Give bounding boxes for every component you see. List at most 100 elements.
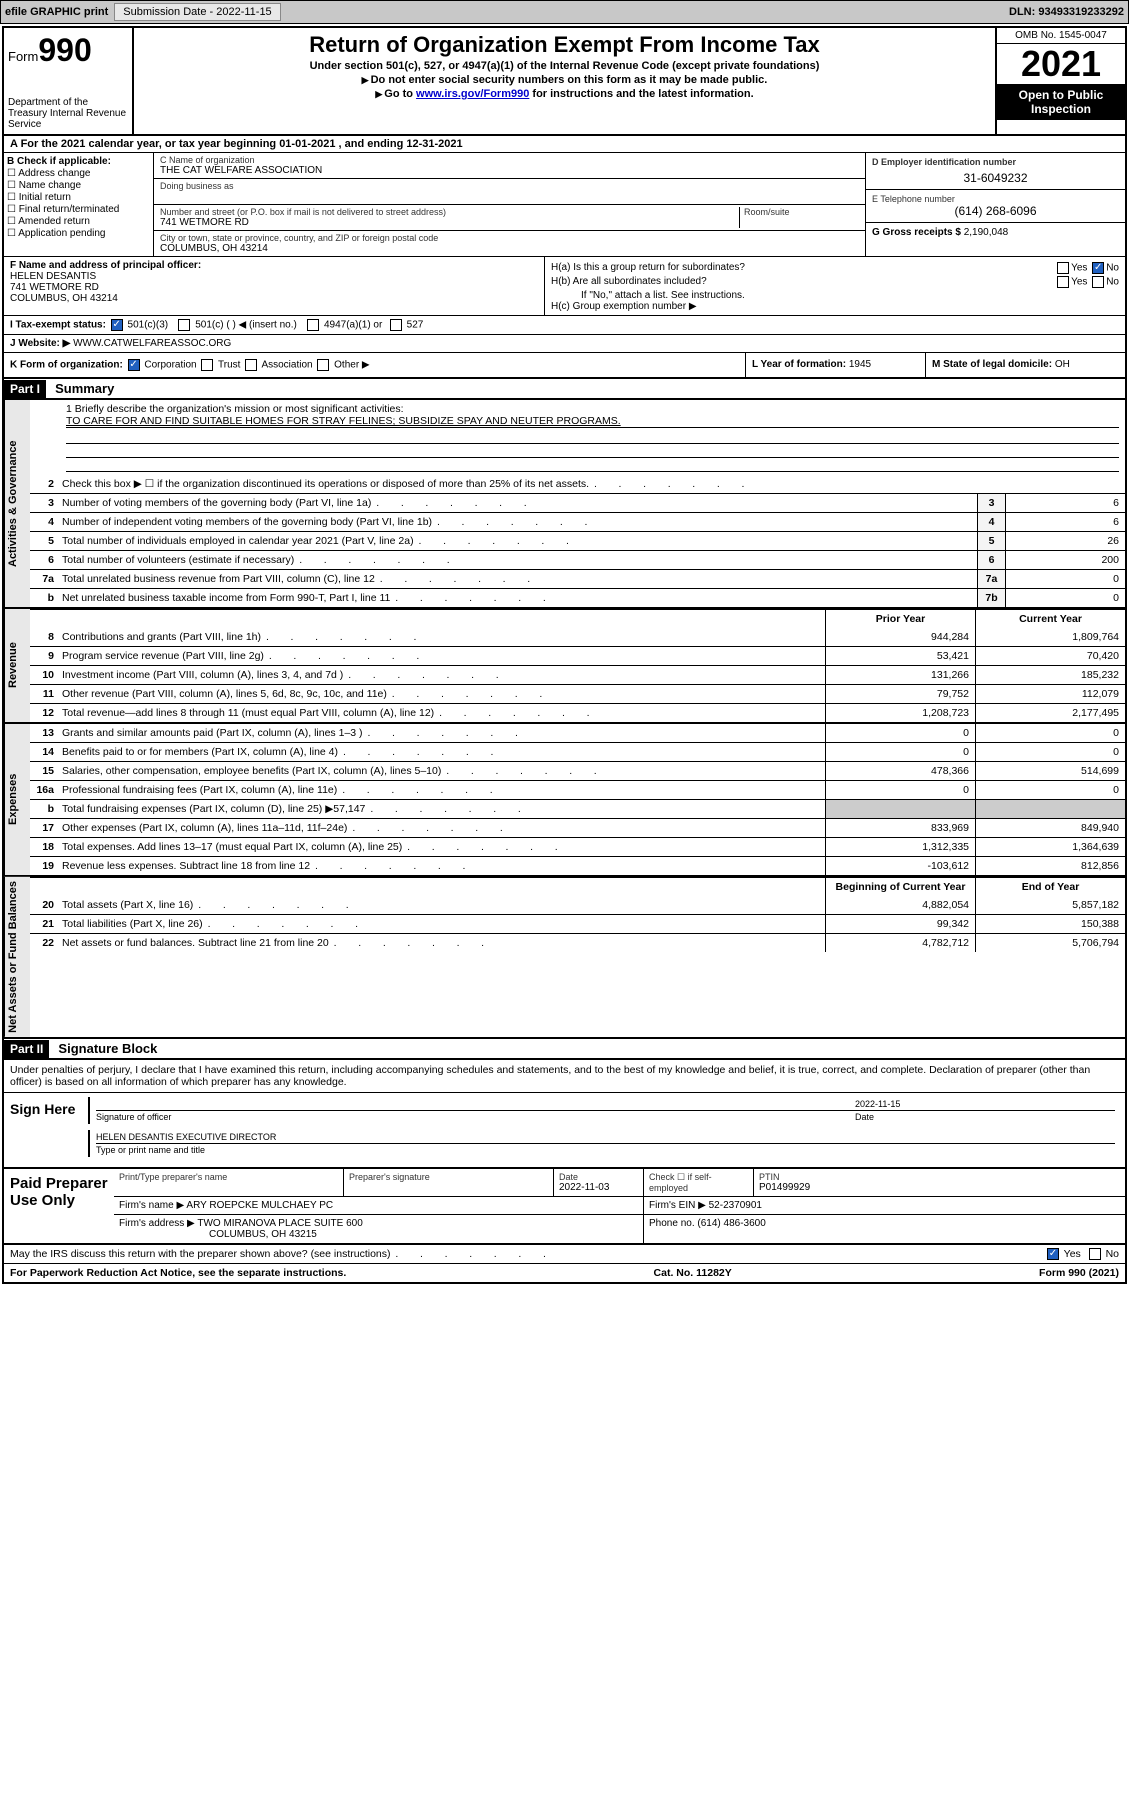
line-num: 19 bbox=[30, 857, 58, 875]
chk-corporation[interactable] bbox=[128, 359, 140, 371]
summary-line: bTotal fundraising expenses (Part IX, co… bbox=[30, 799, 1125, 818]
line-num: 9 bbox=[30, 647, 58, 665]
header-center: Return of Organization Exempt From Incom… bbox=[134, 28, 995, 134]
chk-501c3[interactable] bbox=[111, 319, 123, 331]
goto-post: for instructions and the latest informat… bbox=[529, 88, 753, 100]
prior-value: 833,969 bbox=[825, 819, 975, 837]
discuss-no[interactable] bbox=[1089, 1248, 1101, 1260]
chk-other[interactable] bbox=[317, 359, 329, 371]
chk-application-pending[interactable]: ☐ Application pending bbox=[7, 228, 150, 239]
line-num: 21 bbox=[30, 915, 58, 933]
line-num: 5 bbox=[30, 532, 58, 550]
chk-final-return[interactable]: ☐ Final return/terminated bbox=[7, 204, 150, 215]
prior-value: 4,782,712 bbox=[825, 934, 975, 952]
line-desc: Total number of individuals employed in … bbox=[58, 532, 977, 550]
arrow-icon bbox=[375, 88, 384, 100]
line-num: 15 bbox=[30, 762, 58, 780]
prior-year-header: Prior Year bbox=[825, 610, 975, 628]
line-box: 3 bbox=[977, 494, 1005, 512]
ha-no[interactable] bbox=[1092, 262, 1104, 274]
public-inspection: Open to Public Inspection bbox=[997, 84, 1125, 120]
hb-yes[interactable] bbox=[1057, 276, 1069, 288]
summary-line: 17Other expenses (Part IX, column (A), l… bbox=[30, 818, 1125, 837]
line-desc: Investment income (Part VIII, column (A)… bbox=[58, 666, 825, 684]
summary-line: 9Program service revenue (Part VIII, lin… bbox=[30, 646, 1125, 665]
hb-no[interactable] bbox=[1092, 276, 1104, 288]
preparer-date: 2022-11-03 bbox=[559, 1182, 638, 1193]
summary-line: 8Contributions and grants (Part VIII, li… bbox=[30, 628, 1125, 646]
revenue-section: Revenue Prior Year Current Year 8Contrib… bbox=[4, 609, 1125, 724]
line-num: 13 bbox=[30, 724, 58, 742]
line-value: 6 bbox=[1005, 494, 1125, 512]
line-desc: Total revenue—add lines 8 through 11 (mu… bbox=[58, 704, 825, 722]
line-value: 0 bbox=[1005, 570, 1125, 588]
summary-line: 20Total assets (Part X, line 16)4,882,05… bbox=[30, 896, 1125, 914]
column-f: F Name and address of principal officer:… bbox=[4, 257, 544, 315]
vtab-governance: Activities & Governance bbox=[4, 400, 30, 607]
part2-badge: Part II bbox=[4, 1040, 49, 1058]
website-value: WWW.CATWELFAREASSOC.ORG bbox=[73, 338, 231, 349]
line-box: 7a bbox=[977, 570, 1005, 588]
line-num: 17 bbox=[30, 819, 58, 837]
room-label: Room/suite bbox=[739, 207, 859, 228]
section-f-h: F Name and address of principal officer:… bbox=[4, 257, 1125, 316]
line-num: 6 bbox=[30, 551, 58, 569]
part-1-header: Part I Summary bbox=[4, 379, 1125, 400]
section-k: K Form of organization: Corporation Trus… bbox=[4, 353, 745, 377]
column-b: B Check if applicable: ☐ Address change … bbox=[4, 153, 154, 256]
firm-addr2: COLUMBUS, OH 43215 bbox=[209, 1229, 317, 1240]
paperwork-notice: For Paperwork Reduction Act Notice, see … bbox=[10, 1267, 346, 1279]
current-value: 1,809,764 bbox=[975, 628, 1125, 646]
line-box: 5 bbox=[977, 532, 1005, 550]
begin-year-header: Beginning of Current Year bbox=[825, 878, 975, 896]
discuss-yes[interactable] bbox=[1047, 1248, 1059, 1260]
column-c: C Name of organizationTHE CAT WELFARE AS… bbox=[154, 153, 865, 256]
line-desc: Other expenses (Part IX, column (A), lin… bbox=[58, 819, 825, 837]
firm-addr: TWO MIRANOVA PLACE SUITE 600 bbox=[197, 1218, 362, 1229]
current-value: 150,388 bbox=[975, 915, 1125, 933]
expenses-section: Expenses 13Grants and similar amounts pa… bbox=[4, 724, 1125, 877]
end-year-header: End of Year bbox=[975, 878, 1125, 896]
line-value: 200 bbox=[1005, 551, 1125, 569]
row-a-tax-year: A For the 2021 calendar year, or tax yea… bbox=[4, 136, 1125, 153]
efile-label[interactable]: efile GRAPHIC print bbox=[5, 6, 108, 18]
discuss-row: May the IRS discuss this return with the… bbox=[4, 1245, 1125, 1264]
section-j: J Website: ▶ WWW.CATWELFAREASSOC.ORG bbox=[4, 335, 1125, 353]
section-l: L Year of formation: 1945 bbox=[745, 353, 925, 377]
ein-label: D Employer identification number bbox=[872, 157, 1119, 167]
summary-line: bNet unrelated business taxable income f… bbox=[30, 588, 1125, 607]
chk-name-change[interactable]: ☐ Name change bbox=[7, 180, 150, 191]
ha-yes[interactable] bbox=[1057, 262, 1069, 274]
line-box: 4 bbox=[977, 513, 1005, 531]
chk-initial-return[interactable]: ☐ Initial return bbox=[7, 192, 150, 203]
paid-preparer-section: Paid Preparer Use Only Print/Type prepar… bbox=[4, 1169, 1125, 1245]
line-box: 6 bbox=[977, 551, 1005, 569]
summary-line: 3Number of voting members of the governi… bbox=[30, 493, 1125, 512]
officer-label: F Name and address of principal officer: bbox=[10, 260, 538, 271]
line-num: 14 bbox=[30, 743, 58, 761]
prior-value: 53,421 bbox=[825, 647, 975, 665]
officer-addr1: 741 WETMORE RD bbox=[10, 282, 538, 293]
blank-line bbox=[66, 444, 1119, 458]
line-box: 7b bbox=[977, 589, 1005, 607]
current-value: 1,364,639 bbox=[975, 838, 1125, 856]
section-b-c-d-e: B Check if applicable: ☐ Address change … bbox=[4, 153, 1125, 257]
prior-value: 1,208,723 bbox=[825, 704, 975, 722]
current-value: 849,940 bbox=[975, 819, 1125, 837]
summary-line: 5Total number of individuals employed in… bbox=[30, 531, 1125, 550]
chk-501c[interactable] bbox=[178, 319, 190, 331]
prior-value: 99,342 bbox=[825, 915, 975, 933]
chk-trust[interactable] bbox=[201, 359, 213, 371]
irs-link[interactable]: www.irs.gov/Form990 bbox=[416, 88, 529, 100]
officer-name-title: HELEN DESANTIS EXECUTIVE DIRECTOR bbox=[96, 1132, 1115, 1142]
chk-association[interactable] bbox=[245, 359, 257, 371]
submission-date-button[interactable]: Submission Date - 2022-11-15 bbox=[114, 3, 280, 21]
chk-address-change[interactable]: ☐ Address change bbox=[7, 168, 150, 179]
chk-527[interactable] bbox=[390, 319, 402, 331]
line-desc: Total unrelated business revenue from Pa… bbox=[58, 570, 977, 588]
current-value: 2,177,495 bbox=[975, 704, 1125, 722]
chk-4947[interactable] bbox=[307, 319, 319, 331]
chk-amended-return[interactable]: ☐ Amended return bbox=[7, 216, 150, 227]
current-value: 812,856 bbox=[975, 857, 1125, 875]
phone-value: (614) 268-6096 bbox=[872, 204, 1119, 218]
